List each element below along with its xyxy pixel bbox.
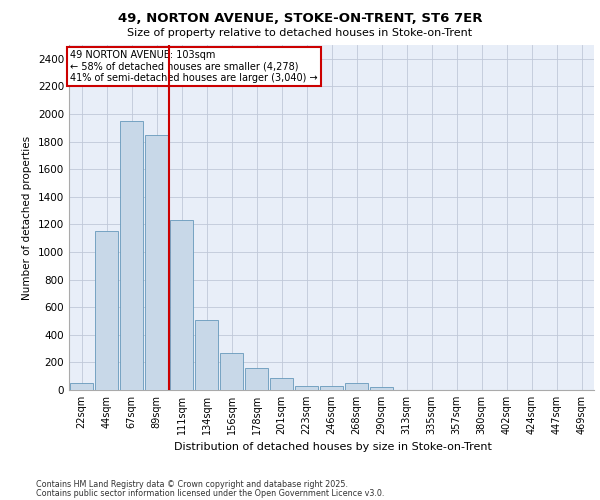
- Bar: [370, 387, 393, 390]
- Bar: [295, 386, 318, 390]
- Bar: [320, 386, 343, 390]
- Bar: [195, 320, 218, 390]
- Bar: [95, 232, 118, 390]
- Text: 49 NORTON AVENUE: 103sqm
← 58% of detached houses are smaller (4,278)
41% of sem: 49 NORTON AVENUE: 103sqm ← 58% of detach…: [70, 50, 317, 84]
- Bar: [145, 134, 168, 390]
- Bar: [170, 220, 193, 390]
- Text: 49, NORTON AVENUE, STOKE-ON-TRENT, ST6 7ER: 49, NORTON AVENUE, STOKE-ON-TRENT, ST6 7…: [118, 12, 482, 26]
- Bar: [245, 368, 268, 390]
- Bar: [70, 383, 93, 390]
- Text: Contains public sector information licensed under the Open Government Licence v3: Contains public sector information licen…: [36, 488, 385, 498]
- Text: Contains HM Land Registry data © Crown copyright and database right 2025.: Contains HM Land Registry data © Crown c…: [36, 480, 348, 489]
- Y-axis label: Number of detached properties: Number of detached properties: [22, 136, 32, 300]
- Bar: [120, 121, 143, 390]
- Bar: [270, 378, 293, 390]
- Bar: [345, 383, 368, 390]
- Text: Distribution of detached houses by size in Stoke-on-Trent: Distribution of detached houses by size …: [174, 442, 492, 452]
- Text: Size of property relative to detached houses in Stoke-on-Trent: Size of property relative to detached ho…: [127, 28, 473, 38]
- Bar: [220, 352, 243, 390]
